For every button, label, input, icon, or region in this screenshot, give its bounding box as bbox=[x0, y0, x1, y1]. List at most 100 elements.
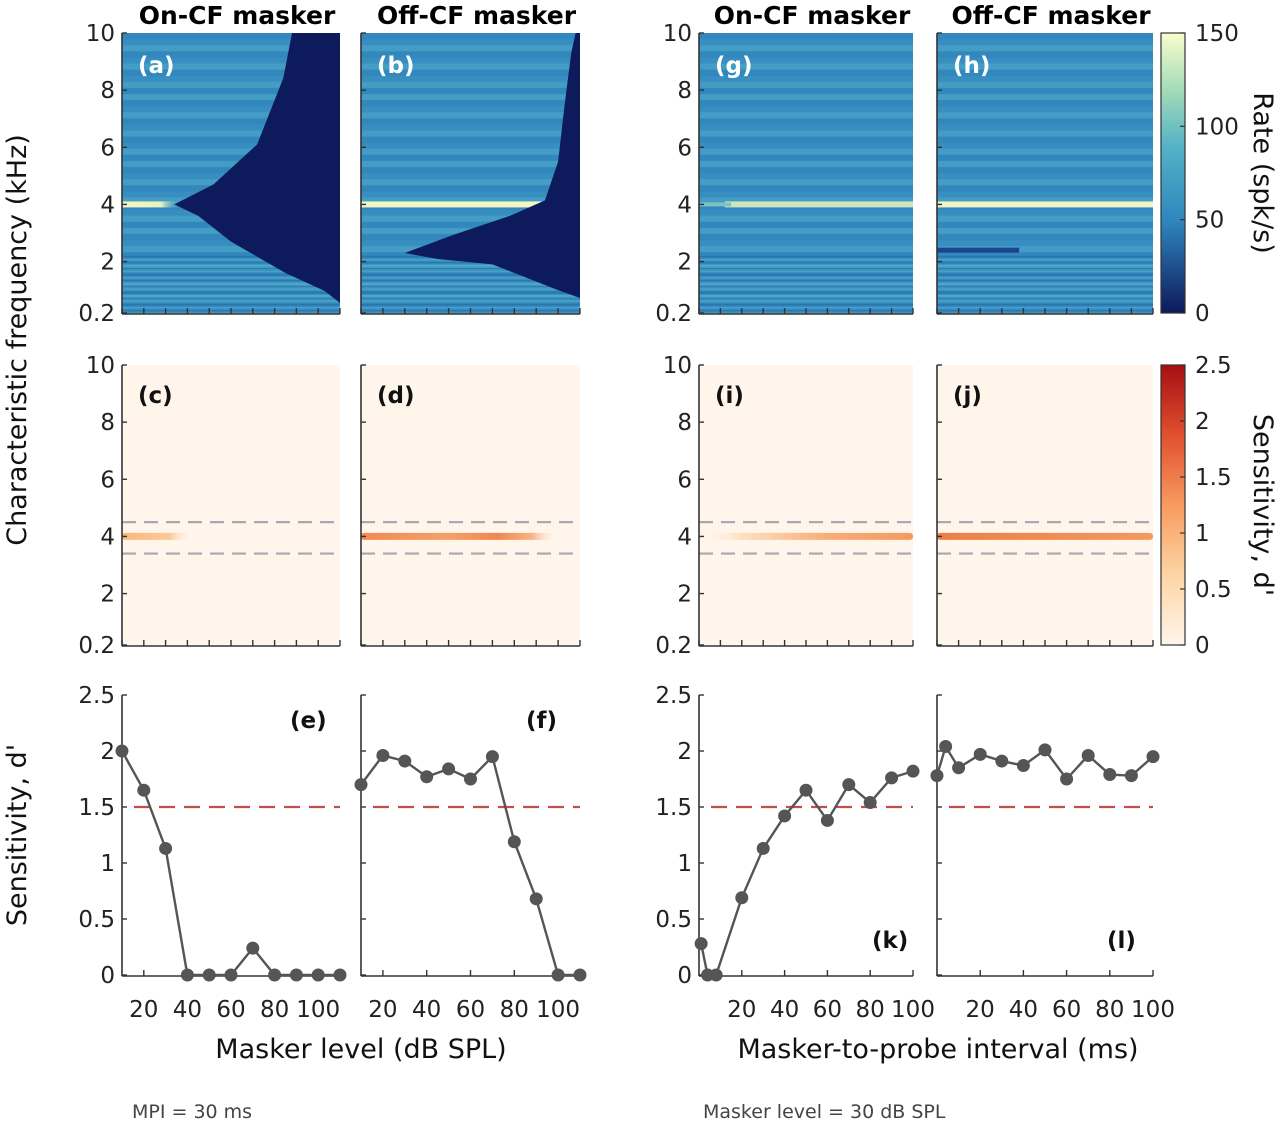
heatmap-lowcf-stripe-h bbox=[937, 288, 1153, 291]
heatmap-texture-row-h bbox=[937, 124, 1153, 131]
heatmap-lowcf-stripe-g bbox=[699, 288, 913, 291]
heatmap-texture-row-g bbox=[699, 75, 913, 83]
heatmap-texture-row-g bbox=[699, 93, 913, 101]
heatmap-texture-row-h bbox=[937, 209, 1153, 217]
heatmap-texture-row-b bbox=[361, 81, 580, 89]
footnote-right: Masker level = 30 dB SPL bbox=[703, 1101, 946, 1123]
heatmap-texture-row-b bbox=[361, 99, 580, 107]
heatmap-texture-row-a bbox=[122, 63, 340, 71]
heatmap-texture-row-h bbox=[937, 215, 1153, 223]
heatmap-texture-row-b bbox=[361, 39, 580, 46]
x-tick-label-k: 100 bbox=[891, 997, 935, 1023]
heatmap-texture-row-h bbox=[937, 197, 1153, 204]
heatmap-texture-row-a bbox=[122, 57, 340, 64]
heatmap-texture-row-a bbox=[122, 148, 340, 156]
y-tick-label-e: 1.5 bbox=[78, 795, 115, 821]
data-point-k bbox=[799, 783, 813, 797]
heatmap-texture-row-g bbox=[699, 209, 913, 217]
colorbar-label-rate: Rate (spk/s) bbox=[1247, 92, 1278, 254]
panel-title-g: On-CF masker bbox=[714, 1, 911, 30]
heatmap-texture-row-a bbox=[122, 136, 340, 144]
heatmap-texture-row-h bbox=[937, 227, 1153, 235]
heatmap-texture-row-a bbox=[122, 270, 340, 277]
x-tick-label-e: 80 bbox=[260, 997, 289, 1023]
heatmap-texture-row-g bbox=[699, 197, 913, 204]
data-point-f bbox=[573, 968, 587, 982]
heatmap-lowcf-stripe-b bbox=[361, 276, 580, 279]
heatmap-lowcf-stripe-g bbox=[699, 273, 913, 276]
heatmap-texture-row-h bbox=[937, 246, 1153, 253]
heatmap-texture-row-a bbox=[122, 106, 340, 113]
heatmap-texture-row-b bbox=[361, 112, 580, 119]
probe-response-line-h bbox=[937, 201, 1153, 208]
heatmap-texture-row-g bbox=[699, 124, 913, 131]
heatmap-lowcf-stripe-b bbox=[361, 261, 580, 264]
heatmap-lowcf-stripe-a bbox=[122, 261, 340, 264]
heatmap-texture-row-b bbox=[361, 173, 580, 180]
heatmap-texture-row-g bbox=[699, 39, 913, 46]
heatmap-lowcf-stripe-g bbox=[699, 294, 913, 297]
y-tick-label-k: 0 bbox=[677, 963, 692, 989]
data-point-l bbox=[973, 747, 987, 761]
x-tick-label-l: 100 bbox=[1131, 997, 1175, 1023]
heatmap-lowcf-stripe-a bbox=[122, 288, 340, 291]
heatmap-texture-row-b bbox=[361, 154, 580, 162]
heatmap-lowcf-stripe-g bbox=[699, 270, 913, 273]
heatmap-texture-row-g bbox=[699, 112, 913, 119]
heatmap-lowcf-stripe-a bbox=[122, 306, 340, 309]
heatmap-texture-row-h bbox=[937, 185, 1153, 192]
data-point-l bbox=[930, 769, 944, 783]
heatmap-g bbox=[699, 33, 913, 315]
heatmap-b bbox=[361, 33, 580, 315]
heatmap-lowcf-stripe-a bbox=[122, 303, 340, 306]
heatmap-bg-d bbox=[361, 365, 580, 645]
data-point-e bbox=[289, 968, 303, 982]
heatmap-texture-row-b bbox=[361, 264, 580, 271]
y-tick-label-a: 2 bbox=[100, 250, 115, 276]
y-tick-label-k: 2.5 bbox=[655, 683, 692, 709]
heatmap-texture-row-b bbox=[361, 160, 580, 168]
heatmap-lowcf-stripe-a bbox=[122, 291, 340, 294]
data-point-k bbox=[885, 771, 899, 785]
x-axis-label-masker-level: Masker level (dB SPL) bbox=[215, 1034, 506, 1065]
heatmap-texture-row-a bbox=[122, 258, 340, 265]
heatmap-texture-row-a bbox=[122, 130, 340, 137]
heatmap-texture-row-b bbox=[361, 45, 580, 52]
data-point-e bbox=[115, 744, 129, 758]
panel-label-h: (h) bbox=[953, 53, 990, 79]
heatmap-texture-row-b bbox=[361, 93, 580, 101]
x-tick-label-f: 20 bbox=[368, 997, 397, 1023]
y-tick-label-i: 8 bbox=[677, 410, 692, 436]
data-point-f bbox=[376, 748, 390, 762]
x-tick-label-k: 20 bbox=[727, 997, 756, 1023]
heatmap-lowcf-stripe-a bbox=[122, 294, 340, 297]
heatmap-texture-row-b bbox=[361, 136, 580, 144]
probe-sensitivity-band-d bbox=[361, 532, 580, 540]
heatmap-texture-row-b bbox=[361, 87, 580, 95]
heatmap-lowcf-stripe-h bbox=[937, 270, 1153, 273]
heatmap-bg-c bbox=[122, 365, 340, 645]
heatmap-texture-row-b bbox=[361, 142, 580, 150]
heatmap-lowcf-stripe-b bbox=[361, 291, 580, 294]
data-point-l bbox=[1038, 743, 1052, 757]
heatmap-i bbox=[699, 365, 913, 645]
heatmap-bg-j bbox=[937, 365, 1153, 645]
heatmap-j bbox=[937, 365, 1153, 645]
heatmap-texture-row-g bbox=[699, 179, 913, 186]
data-point-k bbox=[735, 891, 749, 905]
heatmap-lowcf-stripe-h bbox=[937, 294, 1153, 297]
heatmap-texture-row-a bbox=[122, 87, 340, 95]
data-point-f bbox=[551, 968, 565, 982]
heatmap-lowcf-stripe-g bbox=[699, 285, 913, 288]
heatmap-lowcf-stripe-a bbox=[122, 270, 340, 273]
panel-label-i: (i) bbox=[715, 383, 744, 409]
data-point-k bbox=[906, 764, 920, 778]
heatmap-texture-row-b bbox=[361, 130, 580, 137]
colorbar-tick-label-rate: 100 bbox=[1195, 114, 1239, 140]
heatmap-lowcf-stripe-h bbox=[937, 273, 1153, 276]
data-point-e bbox=[137, 783, 151, 797]
data-point-k bbox=[863, 796, 877, 810]
heatmap-texture-row-g bbox=[699, 63, 913, 71]
heatmap-lowcf-stripe-g bbox=[699, 282, 913, 285]
heatmap-texture-row-a bbox=[122, 160, 340, 168]
